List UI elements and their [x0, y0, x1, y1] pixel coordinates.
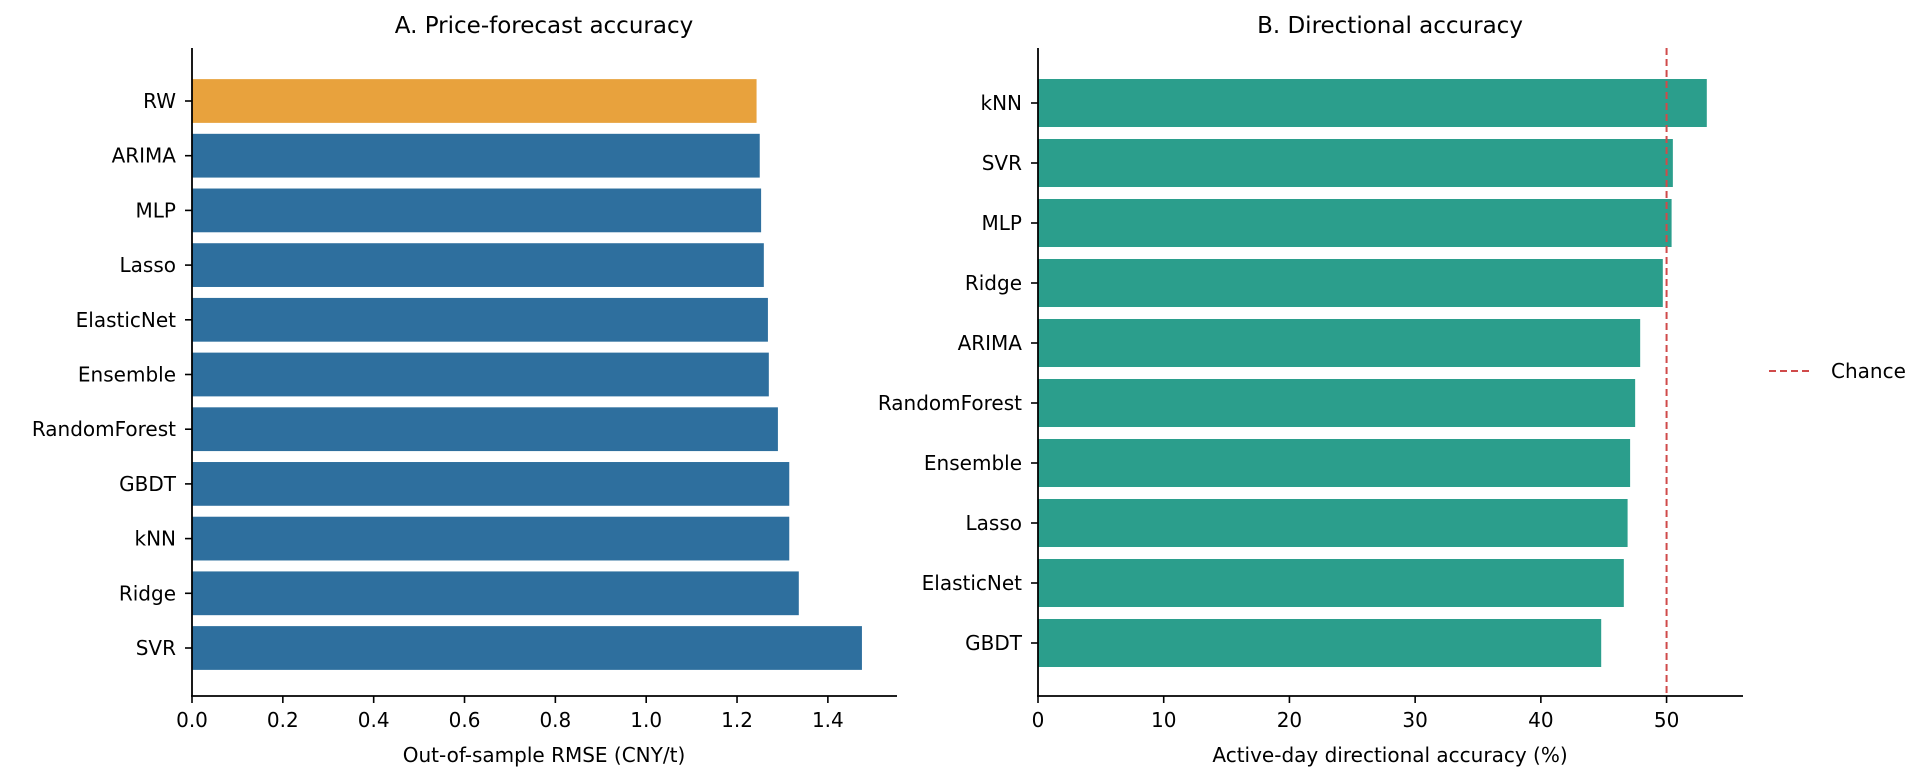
panel-a-bars — [192, 79, 862, 670]
x-tick-label: 30 — [1402, 708, 1427, 732]
x-tick-label: 10 — [1151, 708, 1176, 732]
bar-randomforest — [1038, 379, 1636, 427]
y-tick-label-knn: kNN — [980, 91, 1022, 115]
x-tick-label: 0.6 — [449, 708, 481, 732]
y-tick-label-randomforest: RandomForest — [878, 391, 1022, 415]
legend-chance-label: Chance — [1831, 359, 1906, 383]
legend: Chance — [1769, 359, 1906, 383]
y-tick-label-rw: RW — [143, 89, 176, 113]
panel-b-category-labels: kNN SVR MLP Ridge ARIMA RandomForest Ensemble L… — [878, 91, 1038, 655]
y-tick-label-mlp: MLP — [136, 198, 176, 222]
x-tick-label: 0.4 — [358, 708, 390, 732]
panel-b-x-ticks: 0 10 20 30 40 50 — [1032, 696, 1679, 732]
bar-rw — [192, 79, 757, 123]
y-tick-label-svr: SVR — [136, 636, 176, 660]
panel-a-category-labels: RW ARIMA MLP Lasso ElasticNet Ensemble RandomF… — [32, 89, 192, 660]
bar-gbdt — [192, 462, 790, 506]
panel-a-title: A. Price-forecast accuracy — [395, 13, 693, 39]
y-tick-label-gbdt: GBDT — [119, 472, 177, 496]
x-tick-label: 0 — [1032, 708, 1045, 732]
bar-ridge — [192, 571, 799, 616]
bar-svr — [1038, 139, 1673, 187]
bar-arima — [1038, 319, 1641, 367]
x-tick-label: 1.2 — [721, 708, 753, 732]
x-tick-label: 1.0 — [630, 708, 662, 732]
panel-b-title: B. Directional accuracy — [1257, 13, 1523, 39]
bar-ridge — [1038, 259, 1663, 307]
bar-knn — [1038, 79, 1707, 127]
y-tick-label-elasticnet: ElasticNet — [922, 571, 1023, 595]
panel-b-x-axis-label: Active-day directional accuracy (%) — [1212, 743, 1567, 767]
panel-a-x-ticks: 0.0 0.2 0.4 0.6 0.8 1.0 1.2 1.4 — [176, 696, 844, 732]
x-tick-label: 50 — [1654, 708, 1679, 732]
bar-ensemble — [192, 352, 769, 397]
y-tick-label-gbdt: GBDT — [965, 631, 1023, 655]
y-tick-label-arima: ARIMA — [112, 144, 177, 168]
panel-a-x-axis-label: Out-of-sample RMSE (CNY/t) — [403, 743, 686, 767]
x-tick-label: 40 — [1528, 708, 1553, 732]
x-tick-label: 0.2 — [267, 708, 299, 732]
bar-lasso — [192, 243, 764, 287]
y-tick-label-lasso: Lasso — [966, 511, 1022, 535]
y-tick-label-lasso: Lasso — [120, 253, 176, 277]
y-tick-label-ensemble: Ensemble — [78, 363, 176, 387]
bar-elasticnet — [192, 297, 768, 342]
x-tick-label: 0.8 — [539, 708, 571, 732]
panel-b-directional-accuracy: B. Directional accuracy kNN SVR MLP Ridge AR… — [878, 13, 1906, 767]
bar-gbdt — [1038, 619, 1602, 667]
y-tick-label-ensemble: Ensemble — [924, 451, 1022, 475]
x-tick-label: 20 — [1277, 708, 1302, 732]
bar-elasticnet — [1038, 559, 1624, 607]
y-tick-label-arima: ARIMA — [958, 331, 1023, 355]
bar-ensemble — [1038, 439, 1631, 487]
y-tick-label-ridge: Ridge — [119, 581, 176, 605]
y-tick-label-knn: kNN — [134, 527, 176, 551]
bar-mlp — [1038, 199, 1672, 247]
bar-lasso — [1038, 499, 1628, 547]
bar-randomforest — [192, 407, 778, 452]
x-tick-label: 1.4 — [812, 708, 844, 732]
panel-b-bars — [1038, 79, 1707, 667]
bar-arima — [192, 133, 760, 178]
x-tick-label: 0.0 — [176, 708, 208, 732]
y-tick-label-ridge: Ridge — [965, 271, 1022, 295]
panel-a-price-forecast-accuracy: A. Price-forecast accuracy RW ARIMA MLP Las… — [32, 13, 897, 767]
y-tick-label-elasticnet: ElasticNet — [76, 308, 177, 332]
y-tick-label-svr: SVR — [982, 151, 1022, 175]
y-tick-label-mlp: MLP — [982, 211, 1022, 235]
bar-mlp — [192, 188, 762, 233]
bar-knn — [192, 516, 790, 561]
bar-svr — [192, 626, 862, 670]
y-tick-label-randomforest: RandomForest — [32, 417, 176, 441]
